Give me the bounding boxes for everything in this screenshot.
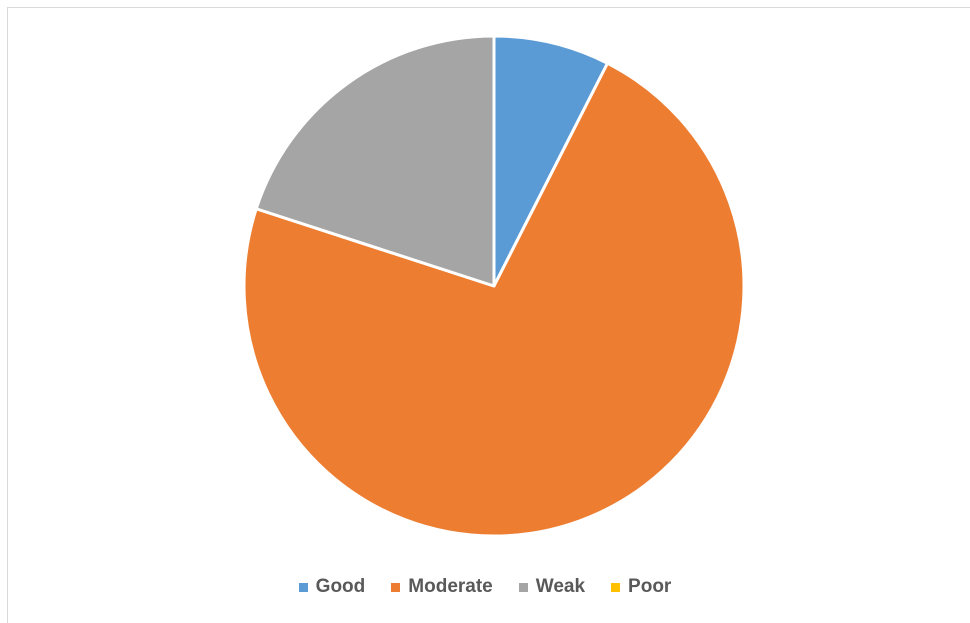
legend-swatch-poor [611,582,621,592]
legend-label-weak: Weak [535,576,586,597]
chart-legend: Good Moderate Weak Poor [0,576,970,598]
pie-chart [242,34,746,538]
legend-swatch-good [298,582,308,592]
legend-item-moderate: Moderate [391,576,493,598]
legend-item-poor: Poor [611,576,671,598]
chart-frame [7,7,970,623]
legend-item-weak: Weak [518,576,586,598]
pie-slice-weak [254,34,496,288]
legend-item-good: Good [298,576,366,598]
legend-label-poor: Poor [628,576,672,597]
pie-slice-good [492,34,609,288]
legend-label-good: Good [315,576,366,597]
pie-slice-moderate [242,61,746,538]
legend-swatch-moderate [391,582,401,592]
legend-swatch-weak [518,582,528,592]
legend-label-moderate: Moderate [408,576,493,597]
